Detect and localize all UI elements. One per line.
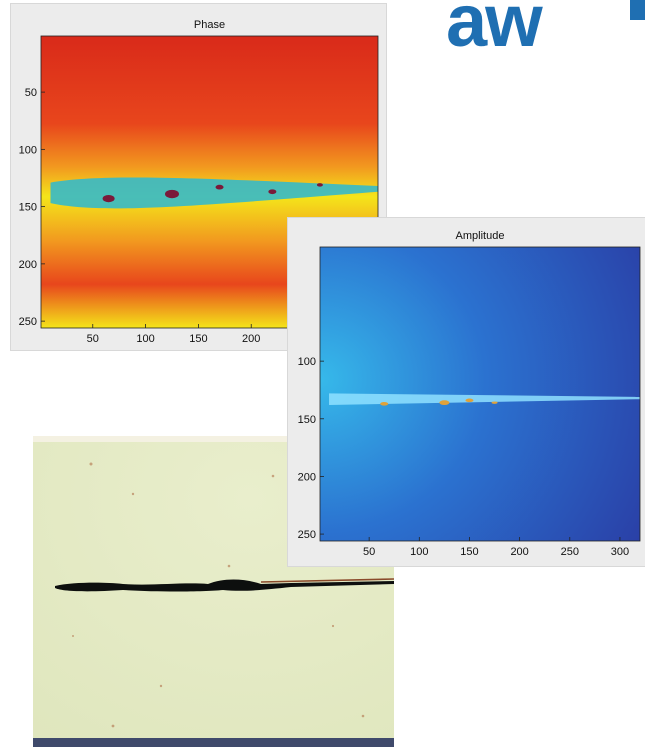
phase-y-tick-label: 50 bbox=[25, 87, 37, 99]
amp-plot-frame bbox=[319, 246, 641, 542]
amp-x-tick-label: 300 bbox=[611, 546, 629, 558]
phase-plot-frame bbox=[40, 35, 379, 329]
phase-defect-spot bbox=[102, 195, 115, 203]
amplitude-chart: Amplitude 50 100 150 200 250 300 100 150 200 250 bbox=[298, 230, 641, 558]
amp-x-tick-label: 150 bbox=[460, 546, 478, 558]
amplitude-defect-spot bbox=[491, 401, 498, 404]
amp-x-tick-label: 100 bbox=[410, 546, 428, 558]
amp-y-tick-label: 250 bbox=[298, 529, 316, 541]
phase-y-tick-label: 100 bbox=[19, 144, 37, 156]
phase-y-tick-label: 250 bbox=[19, 316, 37, 328]
phase-x-tick-label: 50 bbox=[87, 333, 99, 345]
amplitude-crack-band bbox=[329, 393, 640, 405]
brand-logo-mark bbox=[630, 0, 645, 20]
amp-x-tick-label: 200 bbox=[510, 546, 528, 558]
amp-y-tick-label: 150 bbox=[298, 414, 316, 426]
phase-defect-spot bbox=[316, 183, 323, 187]
phase-x-tick-label: 100 bbox=[136, 333, 154, 345]
phase-x-tick-label: 200 bbox=[242, 333, 260, 345]
phase-y-tick-label: 200 bbox=[19, 259, 37, 271]
amp-y-tick-label: 100 bbox=[298, 356, 316, 368]
phase-defect-spot bbox=[215, 184, 224, 190]
phase-x-tick-label: 150 bbox=[189, 333, 207, 345]
amplitude-defect-spot bbox=[465, 398, 474, 403]
amp-x-tick-label: 50 bbox=[363, 546, 375, 558]
amplitude-defect-spot bbox=[439, 400, 450, 406]
phase-crack-band bbox=[50, 177, 378, 209]
amplitude-chart-panel: Amplitude 50 100 150 200 250 300 100 150 200 250 bbox=[288, 218, 645, 566]
phase-defect-spot bbox=[164, 189, 179, 199]
amp-x-tick-label: 250 bbox=[561, 546, 579, 558]
amp-chart-title: Amplitude bbox=[456, 230, 505, 242]
brand-logo: aw bbox=[446, 0, 543, 62]
crack-mark bbox=[55, 579, 394, 592]
phase-chart: Phase5010015020025030050100150200250 bbox=[19, 19, 379, 345]
phase-y-tick-label: 150 bbox=[19, 202, 37, 214]
amp-y-tick-label: 200 bbox=[298, 471, 316, 483]
amplitude-defect-spot bbox=[380, 402, 389, 406]
phase-chart-title: Phase bbox=[194, 19, 225, 31]
phase-defect-spot bbox=[268, 189, 277, 195]
